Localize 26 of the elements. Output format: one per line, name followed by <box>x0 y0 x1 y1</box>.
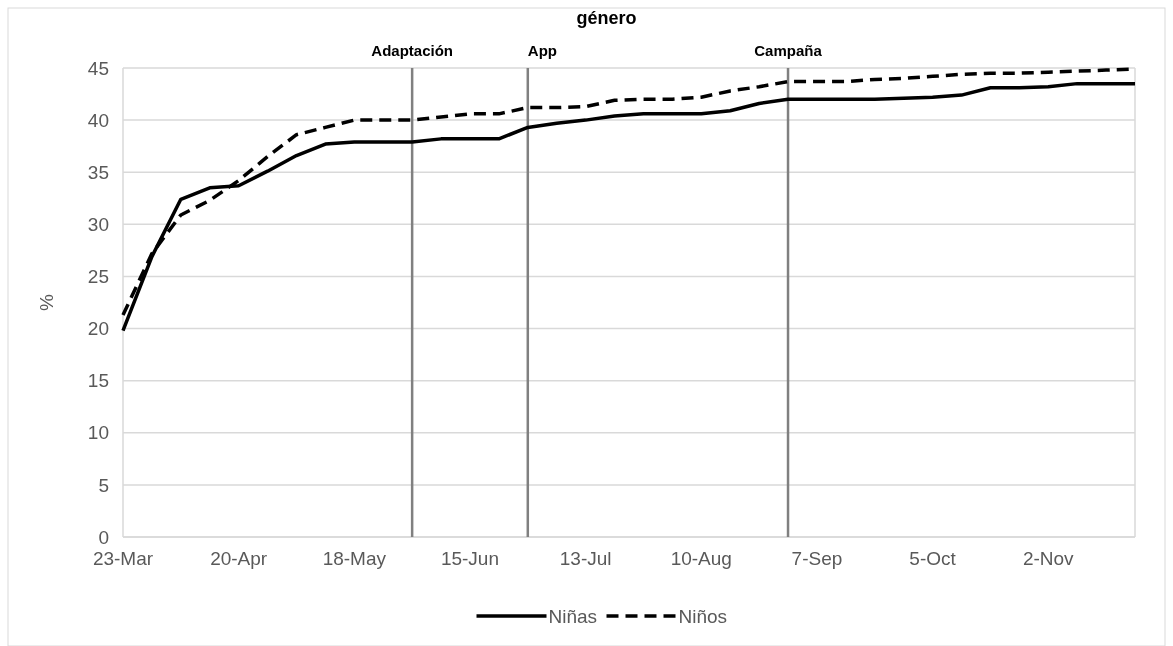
y-tick-label: 45 <box>87 57 109 79</box>
x-tick-label: 13-Jul <box>559 548 612 569</box>
legend-label: Niñas <box>548 605 598 627</box>
y-tick-label: 25 <box>87 266 109 288</box>
y-tick-label: 15 <box>87 370 109 392</box>
y-axis-title: % <box>36 293 57 311</box>
x-tick-label: 15-Jun <box>440 548 500 569</box>
x-tick-label: 20-Apr <box>210 548 268 569</box>
y-tick-label: 30 <box>87 213 109 235</box>
y-tick-label: 0 <box>98 526 109 548</box>
y-tick-label: 40 <box>87 109 109 131</box>
y-tick-label: 10 <box>87 422 109 444</box>
y-tick-label: 20 <box>87 318 109 340</box>
x-tick-label: 18-May <box>322 548 387 569</box>
x-tick-label: 5-Oct <box>909 548 957 569</box>
y-tick-label: 35 <box>87 161 109 183</box>
x-tick-label: 7-Sep <box>791 548 843 569</box>
chart-title: género <box>576 8 637 28</box>
ref-line-label: Adaptación <box>371 42 453 59</box>
x-tick-label: 23-Mar <box>92 548 154 569</box>
x-tick-label: 2-Nov <box>1022 548 1075 569</box>
legend-label: Niños <box>678 605 728 627</box>
x-tick-label: 10-Aug <box>670 548 732 569</box>
ref-line-label: Campaña <box>754 42 823 59</box>
ref-line-label: App <box>527 42 557 59</box>
y-tick-label: 5 <box>98 474 109 496</box>
